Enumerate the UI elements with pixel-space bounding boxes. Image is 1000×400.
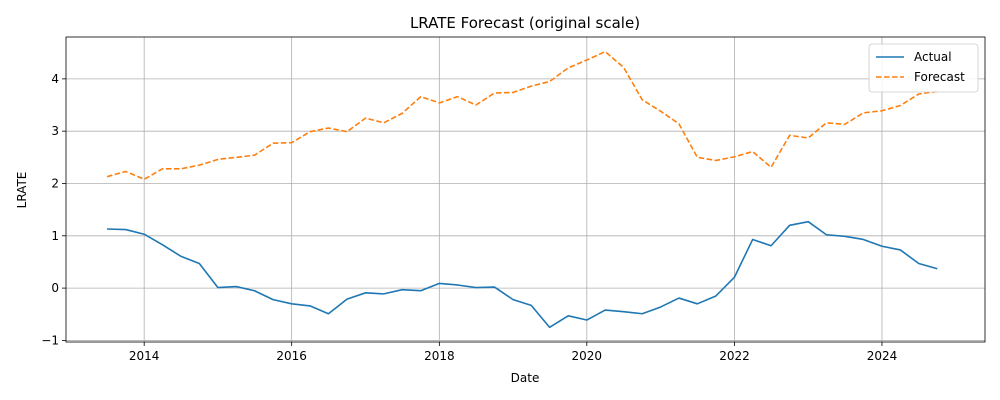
plot-frame — [65, 36, 986, 343]
y-axis-label: LRATE — [15, 172, 29, 209]
x-tick-label: 2014 — [129, 349, 160, 363]
x-tick-label: 2022 — [719, 349, 750, 363]
x-tick-label: 2020 — [572, 349, 603, 363]
legend-label-actual: Actual — [914, 50, 952, 64]
series-line-forecast — [106, 50, 938, 181]
y-tick-label: 2 — [51, 176, 59, 190]
y-tick-label: 0 — [51, 281, 59, 295]
x-axis-label: Date — [511, 371, 540, 385]
y-tick-label: 3 — [51, 124, 59, 138]
x-axis: 2014 2016 2018 2020 2022 2024 — [129, 342, 897, 363]
legend-box — [868, 43, 979, 93]
y-tick-label: −1 — [41, 333, 59, 347]
chart-title: LRATE Forecast (original scale) — [410, 14, 640, 32]
x-tick-label: 2018 — [424, 349, 455, 363]
legend: Actual Forecast — [868, 43, 979, 93]
legend-label-forecast: Forecast — [914, 70, 965, 84]
x-tick-label: 2016 — [276, 349, 307, 363]
series-lines — [106, 50, 938, 329]
x-tick-label: 2024 — [867, 349, 898, 363]
series-line-actual — [106, 220, 938, 329]
y-tick-label: 4 — [51, 72, 59, 86]
grid — [66, 37, 985, 342]
y-axis: −1 0 1 2 3 4 — [41, 72, 66, 347]
y-tick-label: 1 — [51, 229, 59, 243]
